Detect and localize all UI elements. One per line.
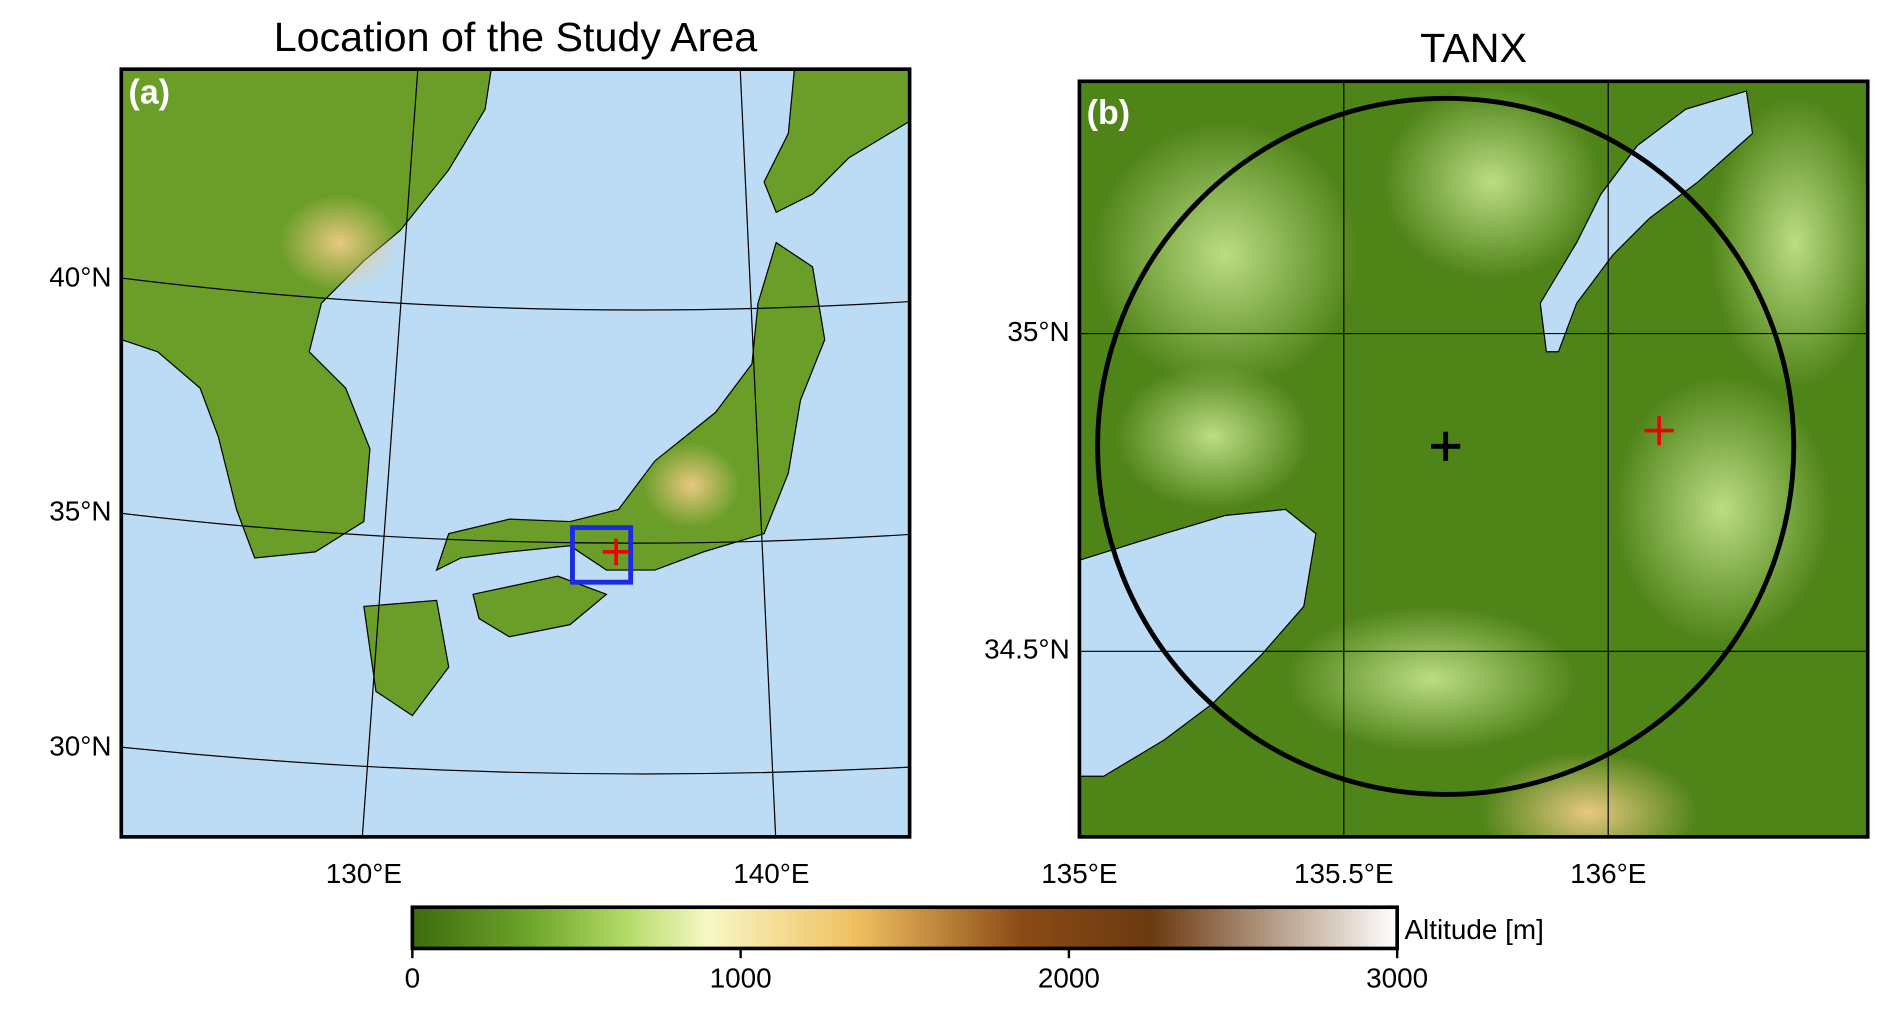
colorbar-tick-label: 1000 (710, 962, 772, 993)
lat-label: 30°N (49, 731, 111, 762)
colorbar-tick-label: 2000 (1038, 962, 1100, 993)
lat-label: 35°N (49, 495, 111, 526)
map-a (121, 69, 910, 837)
lon-label: 135°E (1041, 858, 1117, 889)
lon-label: 140°E (733, 858, 809, 889)
map-b (1079, 81, 1868, 837)
panel-label: (a) (129, 74, 170, 112)
panel-label: (b) (1087, 94, 1130, 132)
lat-label: 35°N (1007, 316, 1069, 347)
lon-label: 136°E (1570, 858, 1646, 889)
lat-label: 40°N (49, 261, 111, 292)
lat-label: 34.5°N (984, 634, 1070, 665)
panel-title: TANX (1420, 25, 1527, 71)
colorbar (410, 905, 1399, 951)
panel-title: Location of the Study Area (274, 14, 758, 60)
lon-label: 135.5°E (1294, 858, 1394, 889)
colorbar-tick-label: 0 (405, 962, 421, 993)
colorbar-label: Altitude [m] (1404, 914, 1543, 945)
lon-label: 130°E (326, 858, 402, 889)
colorbar-tick-label: 3000 (1366, 962, 1428, 993)
